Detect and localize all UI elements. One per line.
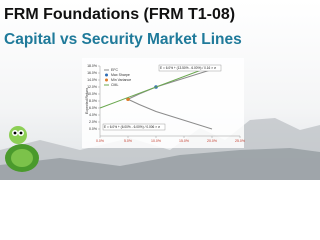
legend-label: Max Sharpe	[111, 73, 130, 77]
turtle-mascot	[5, 126, 39, 172]
mountains-front	[0, 148, 320, 180]
annotation-box	[102, 123, 166, 131]
y-tick-label: 2.0%	[89, 120, 97, 124]
y-tick-label: 10.0%	[87, 92, 97, 96]
legend-label: Min Variance	[111, 78, 131, 82]
y-tick-label: 16.0%	[87, 71, 97, 75]
thumbnail: FRM Foundations (FRM T1-08) Capital vs S…	[0, 0, 320, 180]
chart-panel	[82, 58, 244, 148]
series-line	[99, 65, 213, 109]
y-tick-label: 8.0%	[89, 99, 97, 103]
x-tick-label: 25.0%	[235, 139, 245, 143]
y-axis-label: Expected Return	[85, 88, 89, 114]
y-tick-label: 4.0%	[89, 113, 97, 117]
legend-swatch	[105, 78, 108, 82]
y-tick-label: 6.0%	[89, 106, 97, 110]
y-tick-label: 14.0%	[87, 78, 97, 82]
chart: 0.0% 2.0% 4.0% 6.0% 8.0% 10.0% 12.0% 14.0% 16.0%…	[85, 64, 245, 143]
subtitle: Capital vs Security Market Lines	[4, 31, 242, 48]
y-tick-label: 0.0%	[89, 127, 97, 131]
x-tick-label: 0.0%	[96, 139, 104, 143]
legend-swatch	[105, 73, 108, 77]
annotation: E = 6.0% + (6.00% - 6.00%) / 0.006 × σ	[104, 125, 160, 129]
legend-label: CML	[111, 83, 118, 87]
annotation: E = 6.0% + (13.50% - 6.00%) / 0.16 × σ	[160, 66, 216, 70]
y-tick-label: 18.0%	[87, 64, 97, 68]
title: FRM Foundations (FRM T1-08)	[4, 6, 235, 23]
legend-label: EFC	[111, 68, 118, 72]
x-tick-label: 10.0%	[151, 139, 161, 143]
x-tick-label: 15.0%	[179, 139, 189, 143]
x-tick-label: 5.0%	[124, 139, 132, 143]
annotation-box	[158, 64, 222, 72]
y-tick-label: 12.0%	[87, 85, 97, 89]
x-tick-label: 20.0%	[207, 139, 217, 143]
